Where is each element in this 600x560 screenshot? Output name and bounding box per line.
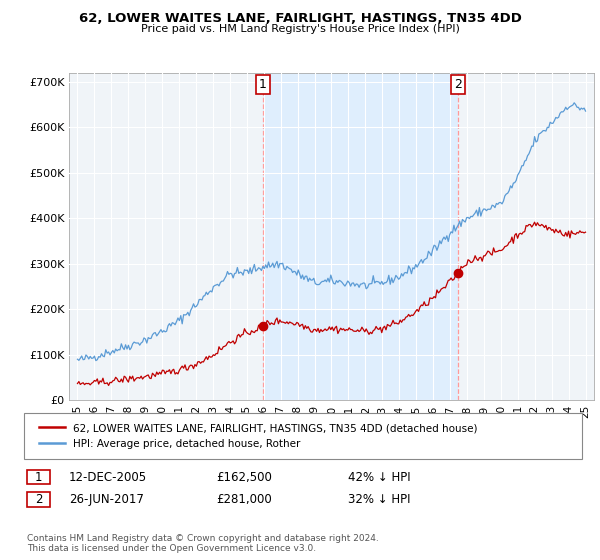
Text: £162,500: £162,500	[216, 470, 272, 484]
Text: 42% ↓ HPI: 42% ↓ HPI	[348, 470, 410, 484]
FancyBboxPatch shape	[24, 413, 582, 459]
Text: 12-DEC-2005: 12-DEC-2005	[69, 470, 147, 484]
Text: 2: 2	[454, 78, 462, 91]
Text: 62, LOWER WAITES LANE, FAIRLIGHT, HASTINGS, TN35 4DD: 62, LOWER WAITES LANE, FAIRLIGHT, HASTIN…	[79, 12, 521, 25]
Text: Price paid vs. HM Land Registry's House Price Index (HPI): Price paid vs. HM Land Registry's House …	[140, 24, 460, 34]
FancyBboxPatch shape	[27, 492, 50, 507]
Text: 26-JUN-2017: 26-JUN-2017	[69, 493, 144, 506]
Text: Contains HM Land Registry data © Crown copyright and database right 2024.
This d: Contains HM Land Registry data © Crown c…	[27, 534, 379, 553]
Bar	[263, 73, 458, 400]
Text: 2: 2	[35, 493, 42, 506]
Text: 32% ↓ HPI: 32% ↓ HPI	[348, 493, 410, 506]
Text: £281,000: £281,000	[216, 493, 272, 506]
Legend: 62, LOWER WAITES LANE, FAIRLIGHT, HASTINGS, TN35 4DD (detached house), HPI: Aver: 62, LOWER WAITES LANE, FAIRLIGHT, HASTIN…	[35, 419, 482, 454]
FancyBboxPatch shape	[27, 470, 50, 484]
Text: 1: 1	[259, 78, 267, 91]
Text: 1: 1	[35, 470, 42, 484]
